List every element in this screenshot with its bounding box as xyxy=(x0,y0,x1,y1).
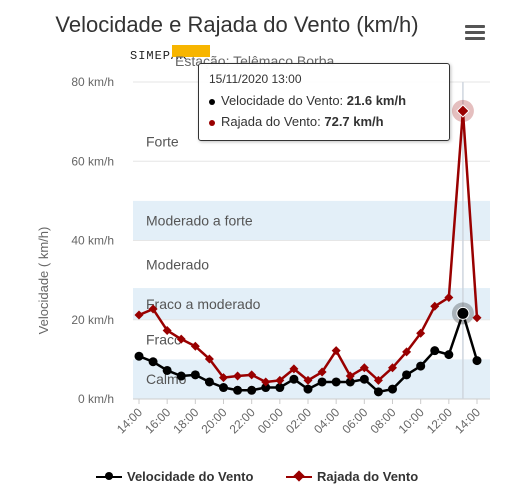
gust-point xyxy=(472,313,482,323)
x-tick-label: 06:00 xyxy=(339,405,370,436)
y-axis-title: Velocidade ( km/h) xyxy=(36,227,51,335)
speed-point xyxy=(176,371,186,381)
band-label: Fraco xyxy=(146,332,182,348)
gust-point xyxy=(247,370,257,380)
speed-point xyxy=(303,384,313,394)
tooltip-date: 15/11/2020 13:00 xyxy=(209,72,302,86)
gust-point xyxy=(317,367,327,377)
simepar-logo: SIMEPAR xyxy=(130,45,210,67)
x-tick-label: 10:00 xyxy=(396,405,427,436)
menu-bar-bottom xyxy=(465,37,485,40)
speed-point xyxy=(247,385,257,395)
speed-point xyxy=(162,365,172,375)
speed-point xyxy=(148,357,158,367)
gust-point xyxy=(345,371,355,381)
gust-point xyxy=(456,104,470,118)
chart-legend: Velocidade do Vento Rajada do Vento xyxy=(0,467,520,491)
speed-point xyxy=(402,370,412,380)
band-label: Fraco a moderado xyxy=(146,296,261,312)
tooltip-gust-label: Rajada do Vento: xyxy=(221,114,325,129)
gust-point xyxy=(204,354,214,364)
speed-point xyxy=(204,377,214,387)
speed-point xyxy=(289,374,299,384)
x-tick-label: 14:00 xyxy=(114,405,145,436)
tooltip-speed-value: 21.6 km/h xyxy=(346,93,407,108)
gust-point xyxy=(148,304,158,314)
speed-point xyxy=(373,387,383,397)
x-tick-label: 12:00 xyxy=(424,405,455,436)
gust-point xyxy=(444,293,454,303)
gust-point xyxy=(373,375,383,385)
gust-point xyxy=(190,341,200,351)
x-tick-label: 20:00 xyxy=(198,405,229,436)
menu-bar-top xyxy=(465,25,485,28)
tooltip-gust: Rajada do Vento: 72.7 km/h xyxy=(209,114,384,129)
gust-point xyxy=(416,328,426,338)
speed-point xyxy=(456,306,470,320)
gust-point xyxy=(275,375,285,385)
speed-point xyxy=(430,346,440,356)
gust-line xyxy=(138,109,479,384)
gust-point xyxy=(134,310,144,320)
chart-tooltip: 15/11/2020 13:00 Velocidade do Vento: 21… xyxy=(198,63,450,141)
tooltip-speed-dot-icon xyxy=(209,98,215,105)
y-tick-label: 0 km/h xyxy=(78,392,114,406)
x-tick-label: 04:00 xyxy=(311,405,342,436)
speed-point xyxy=(317,377,327,387)
band-label: Moderado xyxy=(146,256,209,272)
speed-point xyxy=(416,361,426,371)
band-label: Forte xyxy=(146,133,179,149)
gust-point xyxy=(359,363,369,373)
x-tick-label: 00:00 xyxy=(255,405,286,436)
x-tick-label: 22:00 xyxy=(227,405,258,436)
gust-point xyxy=(430,301,440,311)
tooltip-speed: Velocidade do Vento: 21.6 km/h xyxy=(209,93,406,108)
x-tick-label: 14:00 xyxy=(452,405,483,436)
speed-point xyxy=(444,350,454,360)
logo-bar xyxy=(172,45,210,57)
tooltip-speed-label: Velocidade do Vento: xyxy=(221,93,347,108)
menu-bar-middle xyxy=(465,31,485,34)
speed-point xyxy=(261,383,271,393)
band-label: Moderado a forte xyxy=(146,213,253,229)
gust-point xyxy=(176,334,186,344)
speed-point xyxy=(388,384,397,394)
y-tick-label: 80 km/h xyxy=(71,75,114,89)
gust-point xyxy=(303,375,313,385)
gust-point xyxy=(261,377,271,387)
x-tick-label: 08:00 xyxy=(367,405,398,436)
speed-point xyxy=(219,383,228,393)
speed-point xyxy=(359,374,369,384)
speed-point xyxy=(331,377,341,387)
y-tick-label: 40 km/h xyxy=(71,234,114,248)
speed-point xyxy=(134,351,144,361)
y-tick-label: 20 km/h xyxy=(71,313,114,327)
speed-point xyxy=(275,383,285,393)
speed-point xyxy=(233,385,243,395)
legend-gust-marker-icon xyxy=(293,470,305,482)
tooltip-gust-value: 72.7 km/h xyxy=(324,114,384,129)
gust-point xyxy=(402,347,412,357)
band-4 xyxy=(133,200,490,241)
x-tick-label: 18:00 xyxy=(170,405,201,436)
tooltip-gust-dot-icon xyxy=(209,119,215,126)
gust-point xyxy=(219,373,228,383)
legend-gust-label: Rajada do Vento xyxy=(317,469,419,484)
hamburger-menu-icon[interactable] xyxy=(463,24,487,42)
speed-point xyxy=(472,356,482,366)
x-tick-label: 16:00 xyxy=(142,405,173,436)
gust-point xyxy=(331,346,341,356)
gust-point xyxy=(233,371,243,381)
legend-speed-marker-icon xyxy=(105,472,113,480)
gust-point xyxy=(289,364,299,374)
x-tick-label: 02:00 xyxy=(283,405,314,436)
y-tick-label: 60 km/h xyxy=(71,154,114,168)
speed-point xyxy=(190,370,200,380)
legend-speed-label: Velocidade do Vento xyxy=(127,469,254,484)
gust-point xyxy=(162,325,172,335)
chart-title: Velocidade e Rajada do Vento (km/h) xyxy=(55,12,419,37)
speed-point xyxy=(345,377,355,387)
gust-point xyxy=(388,363,397,373)
